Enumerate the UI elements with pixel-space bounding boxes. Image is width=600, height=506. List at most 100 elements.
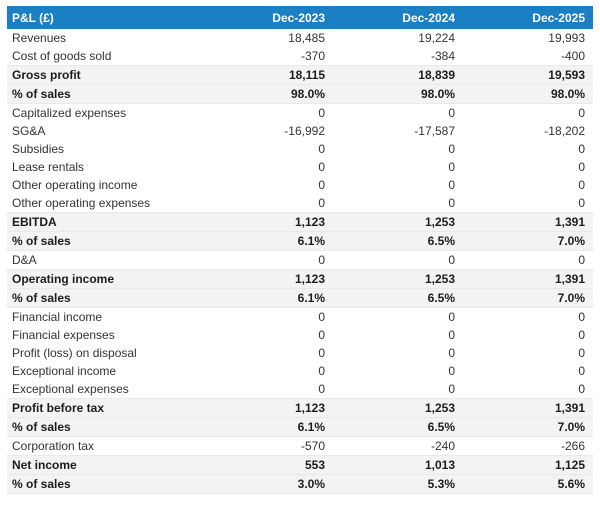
row-value-dec-2025: 7.0%: [463, 288, 593, 308]
row-label: % of sales: [7, 231, 203, 251]
row-label: % of sales: [7, 288, 203, 308]
row-value-dec-2025: -266: [463, 436, 593, 456]
row-label: Subsidies: [7, 140, 203, 158]
row-value-dec-2024: 0: [333, 250, 463, 270]
row-value-dec-2024: 0: [333, 103, 463, 122]
row-value-dec-2025: 0: [463, 326, 593, 344]
pnl-table: P&L (£) Dec-2023 Dec-2024 Dec-2025 Reven…: [7, 6, 593, 494]
row-label: % of sales: [7, 417, 203, 437]
row-value-dec-2025: 0: [463, 194, 593, 213]
header-cell-dec-2025: Dec-2025: [463, 6, 593, 29]
table-row: % of sales 98.0% 98.0% 98.0%: [7, 84, 593, 104]
row-value-dec-2024: 0: [333, 176, 463, 194]
row-value-dec-2025: 0: [463, 380, 593, 399]
table-row: % of sales 3.0% 5.3% 5.6%: [7, 474, 593, 494]
row-value-dec-2023: 0: [203, 140, 333, 158]
row-value-dec-2024: 0: [333, 326, 463, 344]
row-value-dec-2025: 0: [463, 158, 593, 176]
row-value-dec-2025: 5.6%: [463, 474, 593, 494]
header-cell-dec-2024: Dec-2024: [333, 6, 463, 29]
row-label: Exceptional expenses: [7, 380, 203, 399]
table-row: Lease rentals 0 0 0: [7, 158, 593, 176]
row-label: Capitalized expenses: [7, 103, 203, 122]
row-value-dec-2023: 6.1%: [203, 231, 333, 251]
row-value-dec-2023: 1,123: [203, 212, 333, 232]
row-value-dec-2024: 0: [333, 140, 463, 158]
row-value-dec-2024: -17,587: [333, 122, 463, 140]
row-value-dec-2023: 0: [203, 103, 333, 122]
table-row: Other operating expenses 0 0 0: [7, 194, 593, 213]
row-value-dec-2025: 19,593: [463, 65, 593, 85]
row-value-dec-2023: 18,115: [203, 65, 333, 85]
row-value-dec-2024: 1,253: [333, 212, 463, 232]
row-value-dec-2024: 6.5%: [333, 231, 463, 251]
table-row: Financial expenses 0 0 0: [7, 326, 593, 344]
table-row: Other operating income 0 0 0: [7, 176, 593, 194]
table-row: Capitalized expenses 0 0 0: [7, 103, 593, 122]
row-value-dec-2025: 1,125: [463, 455, 593, 475]
row-value-dec-2025: 7.0%: [463, 417, 593, 437]
row-label: Corporation tax: [7, 436, 203, 456]
row-value-dec-2023: 0: [203, 158, 333, 176]
row-value-dec-2024: 0: [333, 194, 463, 213]
row-label: Financial income: [7, 307, 203, 326]
table-row: SG&A -16,992 -17,587 -18,202: [7, 122, 593, 140]
table-row: Operating income 1,123 1,253 1,391: [7, 269, 593, 289]
row-value-dec-2023: 0: [203, 176, 333, 194]
row-value-dec-2024: 0: [333, 344, 463, 362]
row-label: Profit (loss) on disposal: [7, 344, 203, 362]
table-row: EBITDA 1,123 1,253 1,391: [7, 212, 593, 232]
row-value-dec-2023: 0: [203, 326, 333, 344]
row-value-dec-2025: 7.0%: [463, 231, 593, 251]
row-value-dec-2025: 1,391: [463, 212, 593, 232]
header-cell-pnl-currency: P&L (£): [7, 6, 203, 29]
row-value-dec-2024: 19,224: [333, 29, 463, 47]
pnl-statement-container: P&L (£) Dec-2023 Dec-2024 Dec-2025 Reven…: [7, 6, 593, 494]
row-label: % of sales: [7, 84, 203, 104]
table-row: Financial income 0 0 0: [7, 307, 593, 326]
row-value-dec-2025: -400: [463, 47, 593, 66]
table-row: Revenues 18,485 19,224 19,993: [7, 29, 593, 47]
row-label: Net income: [7, 455, 203, 475]
row-value-dec-2025: 0: [463, 250, 593, 270]
row-value-dec-2025: 0: [463, 176, 593, 194]
row-value-dec-2025: 0: [463, 344, 593, 362]
row-value-dec-2025: 19,993: [463, 29, 593, 47]
row-value-dec-2025: 0: [463, 362, 593, 380]
table-header: P&L (£) Dec-2023 Dec-2024 Dec-2025: [7, 6, 593, 29]
row-value-dec-2023: 0: [203, 380, 333, 399]
table-row: % of sales 6.1% 6.5% 7.0%: [7, 231, 593, 251]
table-row: Corporation tax -570 -240 -266: [7, 436, 593, 456]
row-label: Financial expenses: [7, 326, 203, 344]
table-row: D&A 0 0 0: [7, 250, 593, 270]
row-value-dec-2024: -384: [333, 47, 463, 66]
row-label: Other operating expenses: [7, 194, 203, 213]
table-row: Gross profit 18,115 18,839 19,593: [7, 65, 593, 85]
row-label: EBITDA: [7, 212, 203, 232]
row-label: Other operating income: [7, 176, 203, 194]
table-row: Profit (loss) on disposal 0 0 0: [7, 344, 593, 362]
row-value-dec-2025: 1,391: [463, 398, 593, 418]
row-value-dec-2023: 1,123: [203, 269, 333, 289]
row-value-dec-2023: -370: [203, 47, 333, 66]
row-value-dec-2023: 0: [203, 307, 333, 326]
row-label: Profit before tax: [7, 398, 203, 418]
table-row: Cost of goods sold -370 -384 -400: [7, 47, 593, 66]
table-row: Profit before tax 1,123 1,253 1,391: [7, 398, 593, 418]
row-label: Cost of goods sold: [7, 47, 203, 66]
row-value-dec-2024: 1,253: [333, 398, 463, 418]
row-label: SG&A: [7, 122, 203, 140]
header-cell-dec-2023: Dec-2023: [203, 6, 333, 29]
row-value-dec-2025: 0: [463, 307, 593, 326]
row-label: Lease rentals: [7, 158, 203, 176]
row-value-dec-2024: 0: [333, 380, 463, 399]
row-value-dec-2024: 6.5%: [333, 288, 463, 308]
row-value-dec-2024: 1,253: [333, 269, 463, 289]
table-row: % of sales 6.1% 6.5% 7.0%: [7, 288, 593, 308]
row-value-dec-2023: 6.1%: [203, 417, 333, 437]
row-value-dec-2024: 0: [333, 362, 463, 380]
table-row: Net income 553 1,013 1,125: [7, 455, 593, 475]
row-value-dec-2025: 0: [463, 140, 593, 158]
row-label: Gross profit: [7, 65, 203, 85]
row-value-dec-2023: 0: [203, 250, 333, 270]
